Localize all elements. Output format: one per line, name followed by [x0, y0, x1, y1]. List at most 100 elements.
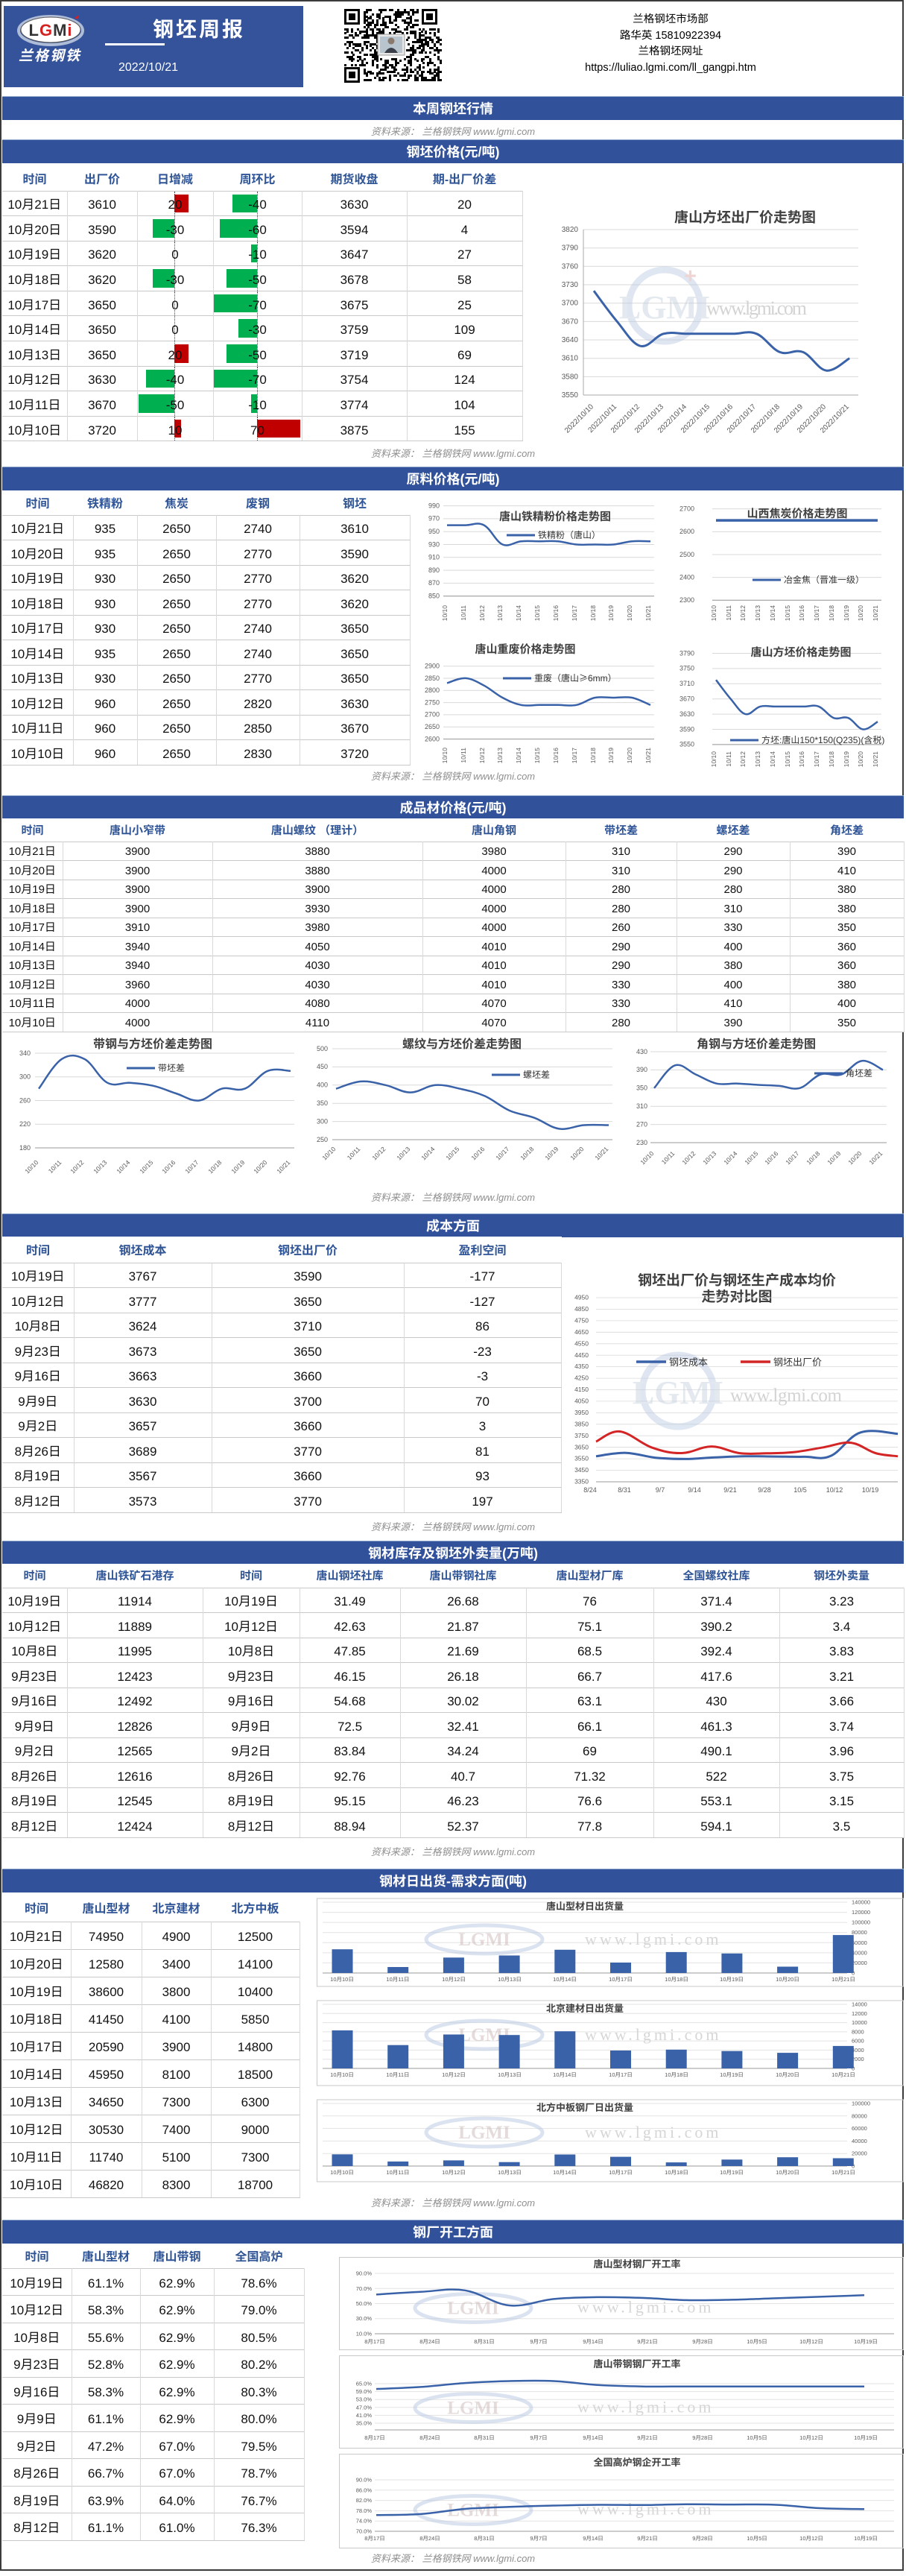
svg-text:山西焦炭价格走势图: 山西焦炭价格走势图 [747, 505, 847, 521]
svg-text:8000: 8000 [852, 2027, 864, 2036]
svg-text:180: 180 [19, 1143, 31, 1152]
svg-text:10/11: 10/11 [724, 605, 733, 621]
svg-text:8月24日: 8月24日 [419, 2434, 440, 2442]
svg-text:3710: 3710 [680, 678, 694, 688]
svg-text:角坯差: 角坯差 [846, 1067, 872, 1079]
svg-text:4850: 4850 [574, 1304, 589, 1313]
svg-text:10/10: 10/10 [639, 1149, 656, 1167]
svg-text:10/13: 10/13 [701, 1149, 719, 1167]
svg-text:4000: 4000 [852, 2046, 864, 2054]
svg-text:LGMI: LGMI [458, 2123, 510, 2143]
svg-text:10/12: 10/12 [69, 1158, 86, 1175]
svg-text:3730: 3730 [562, 278, 579, 289]
svg-text:10月14日: 10月14日 [553, 2071, 577, 2079]
svg-text:10/20: 10/20 [856, 751, 865, 768]
svg-text:10/5: 10/5 [793, 1485, 807, 1494]
svg-text:2600: 2600 [425, 733, 440, 743]
svg-text:重废（唐山≥6mm）: 重废（唐山≥6mm） [534, 672, 617, 684]
svg-text:10/15: 10/15 [743, 1149, 761, 1167]
svg-text:2700: 2700 [425, 710, 440, 719]
svg-text:250: 250 [317, 1134, 328, 1144]
svg-text:100000: 100000 [852, 1919, 870, 1927]
svg-text:10月18日: 10月18日 [665, 2168, 688, 2176]
svg-text:14000: 14000 [852, 2001, 867, 2009]
svg-text:10月12日: 10月12日 [442, 2071, 466, 2079]
svg-text:8月31日: 8月31日 [474, 2434, 495, 2442]
svg-text:LGMI: LGMI [447, 2399, 498, 2419]
svg-text:990: 990 [428, 500, 440, 510]
svg-text:www.lgmi.com: www.lgmi.com [585, 1930, 721, 1948]
svg-text:10月12日: 10月12日 [442, 2168, 466, 2176]
svg-text:10/19: 10/19 [229, 1158, 247, 1175]
svg-text:钢坯出厂价: 钢坯出厂价 [773, 1354, 822, 1368]
svg-text:10/13: 10/13 [92, 1158, 110, 1175]
svg-text:10/14: 10/14 [514, 748, 523, 764]
svg-text:450: 450 [317, 1061, 328, 1071]
svg-text:10/21: 10/21 [871, 605, 880, 622]
svg-text:10/17: 10/17 [570, 605, 579, 622]
svg-text:10/20: 10/20 [625, 605, 634, 622]
svg-text:带钢与方坯价差走势图: 带钢与方坯价差走势图 [93, 1036, 212, 1052]
svg-text:30.0%: 30.0% [356, 2314, 373, 2323]
svg-text:3580: 3580 [562, 370, 579, 381]
svg-text:9/14: 9/14 [688, 1485, 701, 1494]
svg-text:10/10: 10/10 [440, 748, 449, 764]
svg-text:3750: 3750 [680, 663, 694, 673]
svg-text:65.0%: 65.0% [356, 2380, 373, 2388]
svg-text:唐山方坯出厂价走势图: 唐山方坯出厂价走势图 [674, 206, 816, 227]
svg-text:60000: 60000 [852, 1939, 867, 1947]
svg-text:2600: 2600 [680, 526, 694, 536]
svg-text:3550: 3550 [680, 739, 694, 749]
svg-text:90.0%: 90.0% [356, 2476, 373, 2484]
svg-text:钢坯成本: 钢坯成本 [669, 1354, 708, 1368]
svg-text:300: 300 [317, 1116, 328, 1126]
svg-text:10/21: 10/21 [871, 751, 880, 768]
svg-text:20000: 20000 [852, 1959, 867, 1967]
svg-text:430: 430 [636, 1046, 647, 1056]
svg-text:40000: 40000 [852, 2137, 867, 2145]
svg-text:3750: 3750 [574, 1431, 589, 1440]
svg-text:10.0%: 10.0% [356, 2330, 373, 2338]
svg-text:10月10日: 10月10日 [330, 2071, 354, 2079]
svg-text:2800: 2800 [425, 685, 440, 695]
svg-text:10月18日: 10月18日 [665, 2071, 688, 2079]
svg-text:9月28日: 9月28日 [692, 2337, 713, 2346]
svg-text:2750: 2750 [425, 697, 440, 707]
svg-text:4750: 4750 [574, 1316, 589, 1325]
svg-text:10月13日: 10月13日 [498, 2168, 522, 2176]
svg-text:10/13: 10/13 [495, 605, 504, 622]
svg-text:3850: 3850 [574, 1419, 589, 1428]
svg-text:10/12: 10/12 [738, 751, 747, 768]
svg-text:www.lgmi.com: www.lgmi.com [577, 2500, 714, 2519]
svg-text:350: 350 [636, 1083, 647, 1093]
svg-text:10/15: 10/15 [444, 1144, 462, 1162]
svg-text:220: 220 [19, 1119, 31, 1128]
svg-text:10月20日: 10月20日 [776, 2168, 799, 2176]
svg-text:9/21: 9/21 [723, 1485, 737, 1494]
svg-text:9月21日: 9月21日 [637, 2434, 658, 2442]
svg-text:10/15: 10/15 [533, 605, 542, 622]
svg-text:270: 270 [636, 1119, 647, 1128]
svg-text:www.lgmi.com: www.lgmi.com [585, 2025, 721, 2044]
svg-text:970: 970 [428, 514, 440, 523]
svg-text:230: 230 [636, 1137, 647, 1147]
svg-text:3630: 3630 [680, 709, 694, 719]
svg-text:10/16: 10/16 [469, 1144, 487, 1162]
svg-text:100000: 100000 [852, 2100, 870, 2108]
svg-text:8/24: 8/24 [583, 1485, 597, 1494]
svg-text:10月5日: 10月5日 [747, 2534, 767, 2542]
svg-text:2000: 2000 [852, 2055, 864, 2063]
svg-text:角钢与方坯价差走势图: 角钢与方坯价差走势图 [697, 1036, 816, 1052]
svg-text:10月14日: 10月14日 [553, 1975, 577, 1983]
svg-text:10/12: 10/12 [826, 1485, 843, 1494]
svg-text:4250: 4250 [574, 1374, 589, 1383]
svg-text:10月12日: 10月12日 [799, 2534, 823, 2542]
svg-text:9月14日: 9月14日 [583, 2337, 604, 2346]
svg-text:10/14: 10/14 [514, 605, 523, 622]
svg-text:10/16: 10/16 [797, 751, 806, 768]
svg-text:10/16: 10/16 [763, 1149, 781, 1167]
svg-text:390: 390 [636, 1064, 647, 1074]
svg-text:3790: 3790 [562, 242, 579, 253]
svg-text:10/19: 10/19 [842, 605, 851, 622]
svg-text:10月19日: 10月19日 [854, 2337, 878, 2346]
